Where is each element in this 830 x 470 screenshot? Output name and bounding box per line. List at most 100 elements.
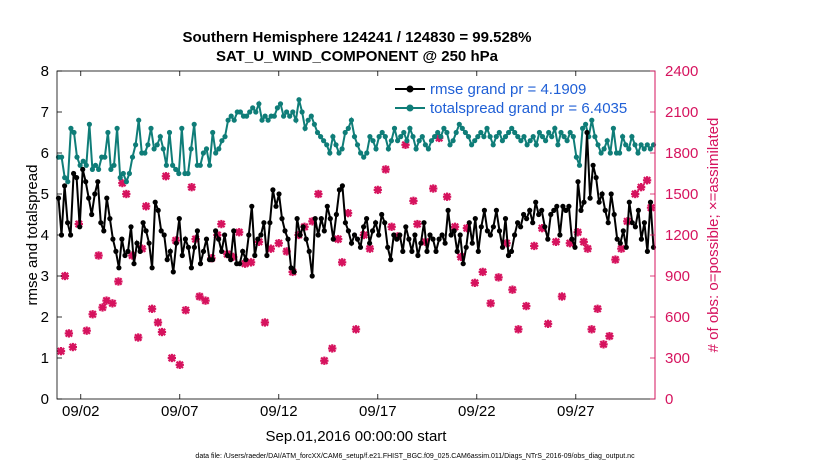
rmse-point <box>415 252 421 259</box>
rmse-point <box>364 216 370 222</box>
obs-marker <box>201 296 210 305</box>
right-tick-label: 600 <box>665 309 690 326</box>
spread-point <box>151 146 157 152</box>
obs-marker <box>260 318 270 327</box>
spread-point <box>555 142 561 148</box>
spread-point <box>166 129 173 136</box>
obs-marker <box>442 192 452 201</box>
obs-marker <box>387 222 396 231</box>
spread-point <box>515 134 521 140</box>
spread-point <box>250 105 256 111</box>
rmse-point <box>321 228 327 234</box>
obs-marker <box>522 301 531 311</box>
spread-point <box>163 162 169 168</box>
spread-point <box>62 175 68 181</box>
rmse-point <box>412 232 418 238</box>
spread-point <box>77 162 83 168</box>
rmse-point <box>131 261 137 267</box>
spread-point <box>185 170 191 177</box>
spread-point <box>133 142 139 148</box>
rmse-point <box>620 228 626 234</box>
left-axis: 0 1 2 3 4 5 6 7 8 <box>41 63 62 408</box>
rmse-point <box>333 211 339 218</box>
rmse-point <box>617 240 623 246</box>
rmse-point <box>475 248 481 254</box>
rmse-point <box>554 203 560 209</box>
legend-spread-label: totalspread grand pr = 6.4035 <box>430 100 627 117</box>
rmse-point <box>143 228 149 234</box>
spread-point <box>154 142 160 148</box>
spread-point <box>68 125 74 131</box>
obs-marker <box>235 228 244 237</box>
obs-marker <box>365 244 375 253</box>
spread-point <box>518 138 524 144</box>
right-tick-label: 0 <box>665 391 673 408</box>
spread-point <box>108 166 114 172</box>
obs-marker <box>605 331 614 341</box>
spread-point <box>487 134 493 140</box>
rmse-point <box>545 236 551 242</box>
rmse-point <box>62 183 68 189</box>
rmse-point <box>330 236 336 242</box>
rmse-point <box>348 240 355 246</box>
spread-point <box>170 162 176 168</box>
spread-point <box>86 121 92 127</box>
rmse-point <box>460 261 466 267</box>
spread-point <box>546 129 552 136</box>
obs-marker <box>631 189 640 199</box>
rmse-point <box>623 244 629 250</box>
rmse-point <box>345 228 351 234</box>
rmse-point <box>644 248 651 254</box>
rmse-point <box>327 216 333 222</box>
obs-marker <box>153 318 163 327</box>
x-tick-label: 09/12 <box>260 403 298 420</box>
obs-marker <box>381 165 390 174</box>
obs-marker <box>60 271 70 281</box>
spread-point <box>314 129 321 136</box>
rmse-point <box>104 195 110 201</box>
obs-marker <box>328 344 337 353</box>
rmse-point <box>318 216 324 222</box>
obs-marker <box>175 360 184 369</box>
obs-marker <box>593 304 602 313</box>
spread-point <box>496 129 502 136</box>
spread-point <box>438 134 444 140</box>
rmse-point <box>578 207 584 213</box>
obs-marker <box>246 258 256 267</box>
rmse-point <box>385 244 391 250</box>
rmse-point <box>209 257 216 263</box>
rmse-point <box>527 207 533 213</box>
rmse-point <box>288 265 294 271</box>
rmse-point <box>641 220 648 226</box>
rmse-point <box>231 228 237 234</box>
obs-marker <box>88 310 97 319</box>
spread-point <box>210 129 216 136</box>
rmse-point <box>65 220 71 226</box>
spread-point <box>536 129 543 136</box>
obs-marker <box>167 353 177 363</box>
left-tick-label: 7 <box>41 104 49 121</box>
spread-point <box>478 129 484 136</box>
obs-marker <box>579 237 588 246</box>
spread-point <box>610 125 617 131</box>
spread-point <box>472 138 478 144</box>
spread-point <box>354 142 361 148</box>
left-tick-label: 6 <box>41 145 49 162</box>
spread-point <box>259 117 265 123</box>
rmse-point <box>515 220 521 226</box>
spread-point <box>345 125 351 131</box>
obs-marker <box>181 306 190 315</box>
rmse-point <box>267 220 273 226</box>
x-tick-label: 09/22 <box>458 403 496 420</box>
rmse-point <box>403 224 409 230</box>
obs-marker <box>114 277 123 286</box>
spread-point <box>428 138 435 144</box>
right-tick-label: 2100 <box>665 104 698 121</box>
spread-point <box>367 134 373 140</box>
rmse-point <box>418 240 424 246</box>
rmse-point <box>119 236 125 242</box>
spread-point <box>647 146 654 152</box>
spread-point <box>111 162 117 168</box>
spread-point <box>191 121 197 127</box>
spread-point <box>493 134 499 140</box>
